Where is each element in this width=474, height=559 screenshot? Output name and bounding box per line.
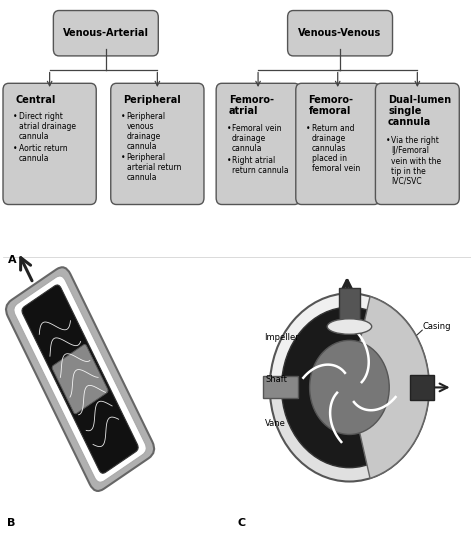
Text: Peripheral: Peripheral	[123, 96, 181, 106]
Text: •: •	[227, 157, 231, 165]
Text: C: C	[237, 518, 245, 528]
FancyBboxPatch shape	[111, 83, 204, 205]
Circle shape	[310, 340, 389, 434]
Text: Direct right
atrial drainage
cannula: Direct right atrial drainage cannula	[19, 112, 76, 141]
Text: Right atrial
return cannula: Right atrial return cannula	[232, 157, 289, 176]
FancyBboxPatch shape	[216, 83, 300, 205]
Text: Vane: Vane	[265, 419, 286, 428]
Text: •: •	[13, 144, 18, 153]
Text: Impeller: Impeller	[264, 333, 299, 342]
Ellipse shape	[327, 319, 372, 334]
Text: Return and
drainage
cannulas
placed in
femoral vein: Return and drainage cannulas placed in f…	[312, 124, 360, 173]
Text: •: •	[13, 112, 18, 121]
Wedge shape	[349, 296, 429, 479]
Bar	[339, 288, 360, 324]
Text: Central: Central	[16, 96, 56, 106]
Text: •: •	[306, 124, 310, 133]
Bar	[410, 375, 434, 400]
Text: •: •	[121, 153, 126, 162]
Text: •: •	[227, 124, 231, 133]
Text: Via the right
IJ/Femoral
vein with the
tip in the
IVC/SVC: Via the right IJ/Femoral vein with the t…	[392, 136, 441, 186]
FancyBboxPatch shape	[22, 285, 138, 473]
Text: B: B	[8, 518, 16, 528]
Wedge shape	[270, 293, 429, 387]
FancyBboxPatch shape	[14, 276, 146, 482]
Text: Venous-Arterial: Venous-Arterial	[63, 28, 149, 38]
FancyBboxPatch shape	[375, 83, 459, 205]
Text: Peripheral
arterial return
cannula: Peripheral arterial return cannula	[127, 153, 181, 182]
FancyBboxPatch shape	[3, 83, 96, 205]
Text: Femoral vein
drainage
cannula: Femoral vein drainage cannula	[232, 124, 282, 153]
FancyBboxPatch shape	[54, 11, 158, 56]
Text: Shaft: Shaft	[265, 375, 287, 383]
Circle shape	[282, 307, 417, 468]
Text: Peripheral
venous
drainage
cannula: Peripheral venous drainage cannula	[127, 112, 166, 151]
Text: Casing: Casing	[422, 322, 450, 331]
FancyBboxPatch shape	[6, 267, 154, 491]
Bar	[263, 376, 298, 399]
Text: Venous-Venous: Venous-Venous	[299, 28, 382, 38]
FancyBboxPatch shape	[52, 344, 108, 414]
Text: Femoro-
femoral: Femoro- femoral	[309, 96, 354, 116]
Text: •: •	[121, 112, 126, 121]
Text: •: •	[386, 136, 390, 145]
Text: Femoro-
atrial: Femoro- atrial	[229, 96, 274, 116]
Text: Aortic return
cannula: Aortic return cannula	[19, 144, 68, 163]
Wedge shape	[270, 387, 429, 481]
Text: A: A	[8, 255, 16, 265]
FancyBboxPatch shape	[288, 11, 392, 56]
Text: Dual-lumen
single
cannula: Dual-lumen single cannula	[388, 96, 451, 127]
FancyBboxPatch shape	[296, 83, 380, 205]
